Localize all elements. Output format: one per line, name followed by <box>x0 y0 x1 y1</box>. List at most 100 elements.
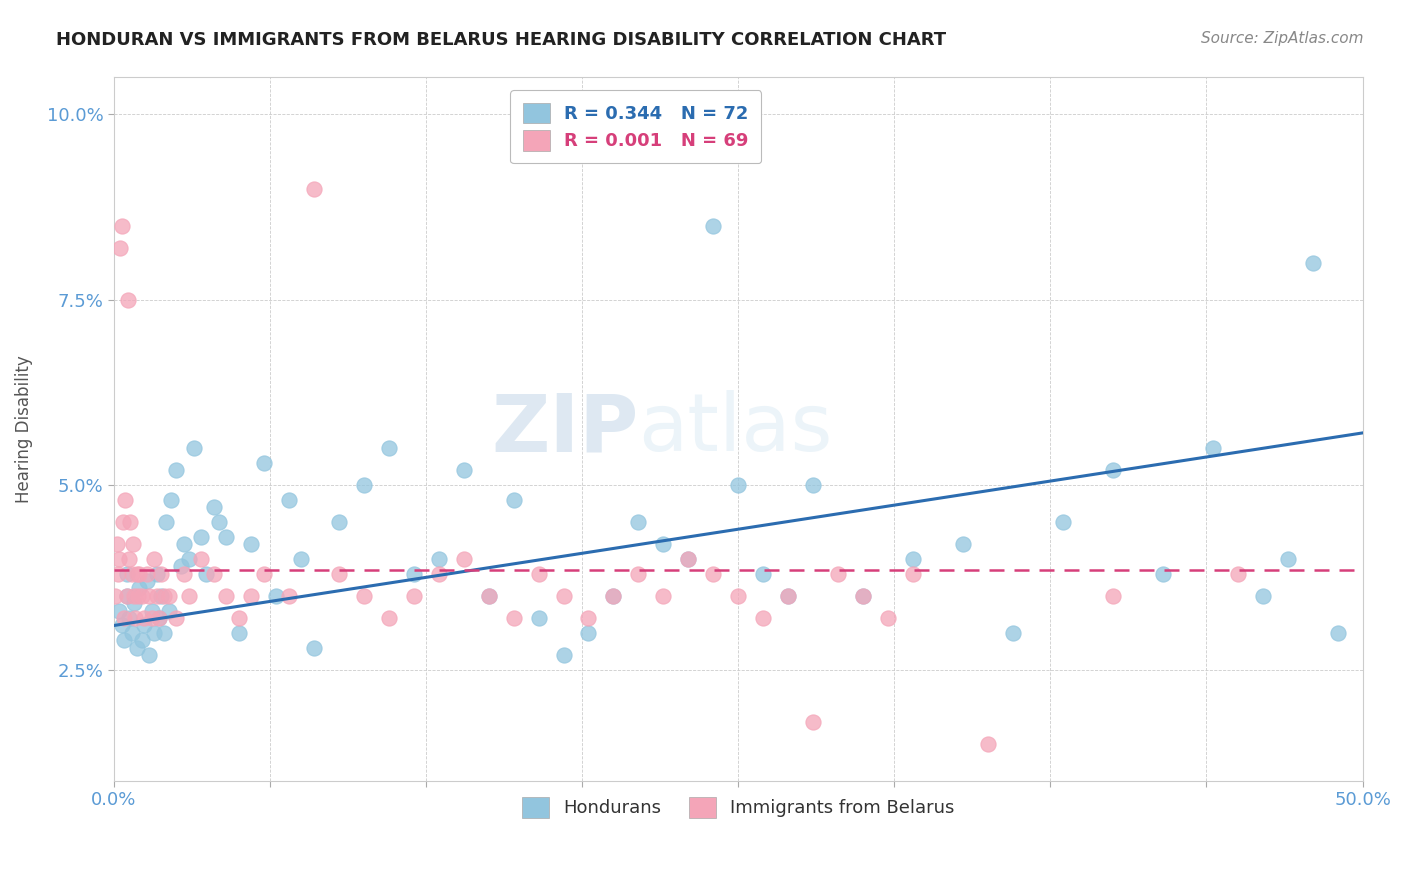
Point <box>128 582 150 596</box>
Point <box>1102 463 1125 477</box>
Point <box>190 530 212 544</box>
Point <box>110 618 132 632</box>
Point <box>727 477 749 491</box>
Point <box>952 537 974 551</box>
Point <box>110 241 132 255</box>
Point <box>132 611 155 625</box>
Point <box>215 530 238 544</box>
Point <box>115 589 138 603</box>
Point <box>160 492 183 507</box>
Point <box>150 566 173 581</box>
Point <box>121 566 143 581</box>
Point <box>328 566 350 581</box>
Point <box>150 589 173 603</box>
Point <box>208 515 231 529</box>
Point <box>148 611 170 625</box>
Point <box>121 537 143 551</box>
Point <box>652 589 675 603</box>
Point <box>277 589 299 603</box>
Point <box>143 551 166 566</box>
Point <box>678 551 700 566</box>
Point <box>852 589 875 603</box>
Point <box>145 566 167 581</box>
Point <box>627 566 650 581</box>
Y-axis label: Hearing Disability: Hearing Disability <box>15 355 32 503</box>
Point <box>1102 589 1125 603</box>
Point <box>652 537 675 551</box>
Point <box>377 441 399 455</box>
Point <box>427 566 450 581</box>
Point <box>112 633 135 648</box>
Point <box>135 566 157 581</box>
Point <box>124 611 146 625</box>
Point <box>121 626 143 640</box>
Point <box>1326 626 1348 640</box>
Point <box>266 589 288 603</box>
Point <box>145 589 167 603</box>
Point <box>1001 626 1024 640</box>
Point <box>1152 566 1174 581</box>
Point <box>977 737 1000 751</box>
Point <box>115 589 138 603</box>
Point <box>1251 589 1274 603</box>
Point <box>877 611 900 625</box>
Point <box>353 477 375 491</box>
Point <box>108 604 131 618</box>
Point <box>107 566 129 581</box>
Point <box>166 463 188 477</box>
Point <box>120 515 142 529</box>
Point <box>104 589 127 603</box>
Point <box>111 515 134 529</box>
Point <box>302 181 325 195</box>
Point <box>125 566 148 581</box>
Point <box>141 611 163 625</box>
Point <box>427 551 450 566</box>
Point <box>157 604 180 618</box>
Point <box>114 492 136 507</box>
Point <box>678 551 700 566</box>
Point <box>128 566 150 581</box>
Point <box>118 551 141 566</box>
Point <box>135 574 157 588</box>
Point <box>157 589 180 603</box>
Point <box>127 589 149 603</box>
Text: ZIP: ZIP <box>491 390 638 468</box>
Point <box>132 618 155 632</box>
Point <box>578 626 600 640</box>
Point <box>277 492 299 507</box>
Point <box>253 456 276 470</box>
Point <box>173 566 195 581</box>
Point <box>778 589 800 603</box>
Point <box>202 566 225 581</box>
Point <box>1226 566 1249 581</box>
Point <box>108 551 131 566</box>
Point <box>166 611 188 625</box>
Point <box>553 589 575 603</box>
Point <box>402 566 425 581</box>
Point <box>112 611 135 625</box>
Point <box>125 640 148 655</box>
Point <box>377 611 399 625</box>
Point <box>1302 255 1324 269</box>
Point <box>118 611 141 625</box>
Point <box>153 626 176 640</box>
Point <box>702 566 724 581</box>
Point <box>131 589 153 603</box>
Point <box>1277 551 1299 566</box>
Point <box>228 626 250 640</box>
Point <box>478 589 501 603</box>
Point <box>502 492 524 507</box>
Point <box>290 551 312 566</box>
Point <box>173 537 195 551</box>
Point <box>827 566 849 581</box>
Text: Source: ZipAtlas.com: Source: ZipAtlas.com <box>1201 31 1364 46</box>
Point <box>117 293 139 307</box>
Point <box>602 589 624 603</box>
Point <box>801 477 824 491</box>
Point <box>527 566 550 581</box>
Point <box>527 611 550 625</box>
Point <box>141 604 163 618</box>
Point <box>138 589 160 603</box>
Point <box>1202 441 1225 455</box>
Point <box>143 626 166 640</box>
